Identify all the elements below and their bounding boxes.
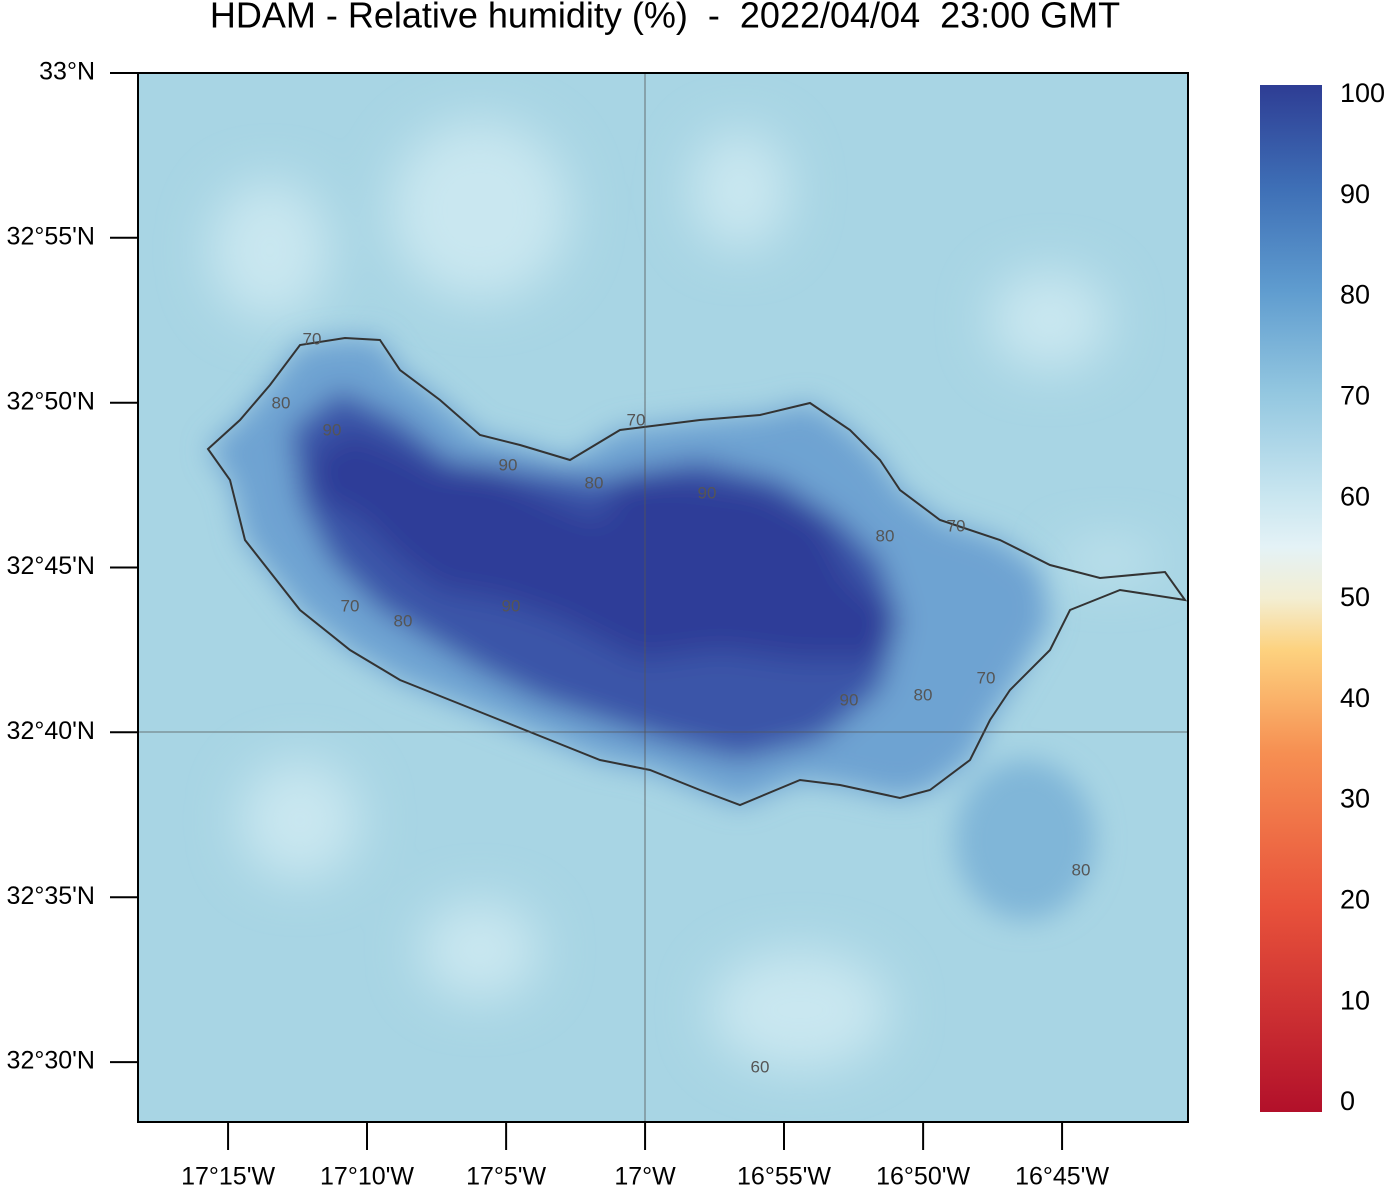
colorbar-label: 80 bbox=[1340, 280, 1370, 310]
colorbar-label: 50 bbox=[1340, 582, 1370, 612]
contour-label: 90 bbox=[502, 596, 521, 615]
colorbar-label: 90 bbox=[1340, 179, 1370, 209]
lon-label: 17°15'W bbox=[181, 1163, 275, 1189]
contour-label: 80 bbox=[272, 393, 291, 412]
lon-label: 16°55'W bbox=[737, 1163, 831, 1189]
lat-label: 32°40'N bbox=[7, 717, 95, 745]
contour-label: 80 bbox=[1072, 860, 1091, 879]
contour-label: 60 bbox=[751, 1057, 770, 1076]
title: HDAM - Relative humidity (%) - 2022/04/0… bbox=[210, 0, 1120, 36]
contour-label: 70 bbox=[627, 410, 646, 429]
contour-label: 80 bbox=[914, 685, 933, 704]
lon-label: 17°W bbox=[614, 1163, 676, 1189]
contour-label: 80 bbox=[876, 526, 895, 545]
contour-label: 90 bbox=[698, 483, 717, 502]
colorbar-label: 60 bbox=[1340, 481, 1370, 511]
contour-label: 70 bbox=[977, 668, 996, 687]
lon-label: 16°45'W bbox=[1015, 1163, 1109, 1189]
map-frame bbox=[137, 72, 1189, 1123]
contour-label: 80 bbox=[394, 611, 413, 630]
colorbar-label: 20 bbox=[1340, 885, 1370, 915]
coastline bbox=[206, 336, 1188, 807]
contour-label: 70 bbox=[341, 596, 360, 615]
colorbar-label: 10 bbox=[1340, 985, 1370, 1015]
lat-label: 32°50'N bbox=[7, 387, 95, 415]
lat-label: 32°55'N bbox=[7, 222, 95, 250]
lat-label: 32°30'N bbox=[7, 1047, 95, 1075]
contour-label: 70 bbox=[303, 329, 322, 348]
contour-label: 90 bbox=[840, 690, 859, 709]
lat-label: 32°35'N bbox=[7, 882, 95, 910]
lat-label: 33°N bbox=[39, 58, 95, 86]
lon-label: 17°5'W bbox=[466, 1163, 546, 1189]
lon-label: 16°50'W bbox=[876, 1163, 970, 1189]
contour-label: 90 bbox=[499, 455, 518, 474]
colorbar-label: 30 bbox=[1340, 784, 1370, 814]
lat-label: 32°45'N bbox=[7, 552, 95, 580]
colorbar-label: 0 bbox=[1340, 1086, 1355, 1116]
contour-label: 80 bbox=[585, 473, 604, 492]
contour-label: 70 bbox=[947, 516, 966, 535]
colorbar-label: 100 bbox=[1340, 78, 1385, 108]
humidity-field bbox=[138, 73, 1188, 1122]
lon-label: 17°10'W bbox=[320, 1163, 414, 1189]
colorbar-label: 40 bbox=[1340, 683, 1370, 713]
colorbar-label: 70 bbox=[1340, 381, 1370, 411]
colorbar bbox=[1260, 85, 1322, 1112]
contour-label: 90 bbox=[323, 420, 342, 439]
